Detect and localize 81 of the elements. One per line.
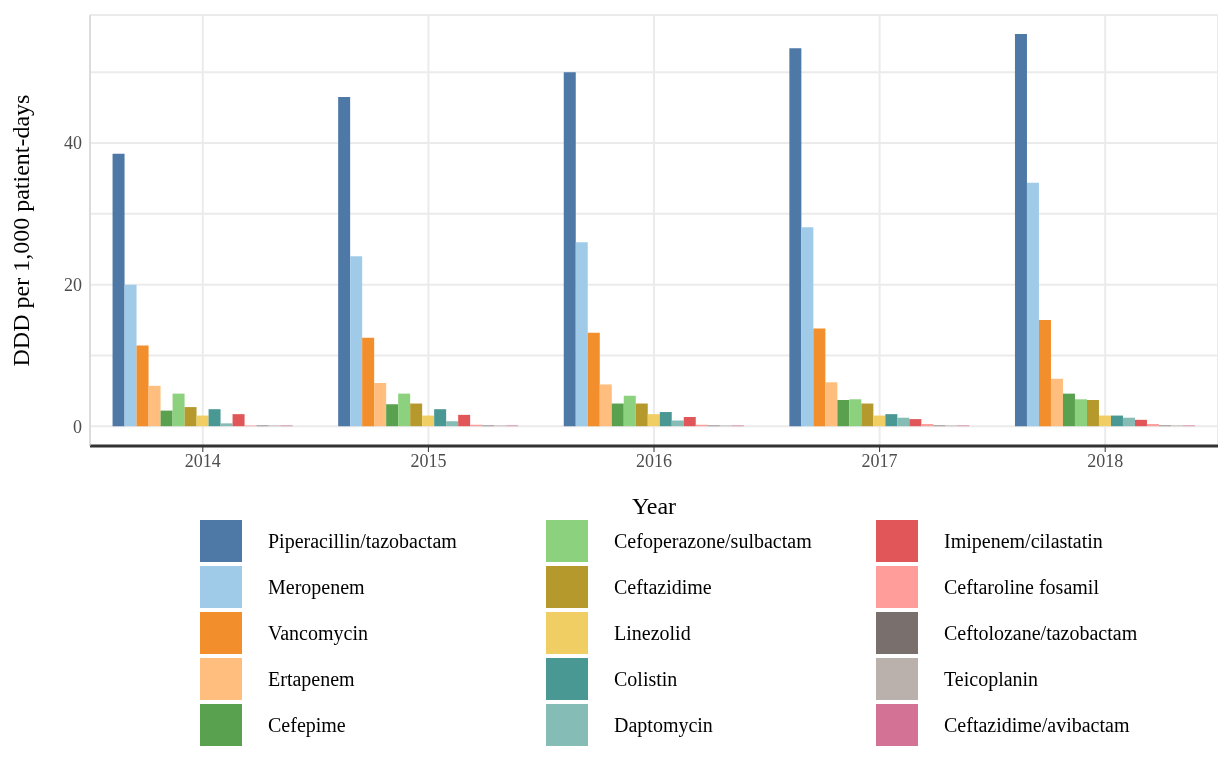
bar — [446, 421, 459, 427]
bar — [909, 419, 922, 427]
bar — [124, 284, 137, 427]
bar — [172, 393, 185, 427]
legend-label: Meropenem — [268, 575, 365, 599]
bar — [885, 414, 898, 427]
bar — [873, 415, 886, 427]
x-axis-title: Year — [631, 493, 677, 519]
bar — [1074, 399, 1087, 427]
bar — [623, 395, 636, 427]
x-tick-label: 2016 — [636, 450, 672, 471]
bar — [422, 415, 435, 427]
bar — [362, 337, 375, 427]
bar — [659, 412, 672, 427]
legend-label: Piperacillin/tazobactam — [268, 529, 457, 553]
bar — [398, 393, 411, 427]
bar — [184, 407, 197, 427]
legend-label: Ceftazidime/avibactam — [944, 713, 1130, 737]
legend-label: Linezolid — [614, 621, 691, 645]
bar — [220, 423, 233, 427]
bar — [921, 424, 934, 427]
bar — [587, 332, 600, 427]
legend-label: Ceftazidime — [614, 575, 712, 599]
bar — [897, 417, 910, 427]
bar — [683, 416, 696, 427]
bar — [232, 414, 245, 427]
bar — [350, 256, 363, 427]
legend-label: Imipenem/cilastatin — [944, 529, 1103, 553]
bar — [410, 403, 423, 427]
legend-label: Daptomycin — [614, 713, 713, 737]
x-tick-label: 2015 — [410, 450, 447, 471]
legend-label: Vancomycin — [268, 621, 368, 645]
x-tick-label: 2018 — [1087, 450, 1124, 471]
bar — [563, 72, 576, 427]
bar — [789, 48, 802, 427]
bar — [148, 385, 161, 427]
legend-label: Colistin — [614, 667, 678, 691]
bar — [599, 384, 612, 427]
bar — [849, 399, 862, 427]
y-axis-title: DDD per 1,000 patient-days — [7, 94, 34, 367]
bar — [575, 242, 588, 427]
legend-label: Ceftolozane/tazobactam — [944, 621, 1138, 645]
bar — [1014, 34, 1027, 427]
bar — [112, 153, 125, 427]
legend-label: Teicoplanin — [944, 667, 1039, 691]
y-tick-label: 40 — [64, 133, 82, 154]
bar — [801, 227, 814, 427]
bar — [458, 414, 471, 427]
bar — [1038, 320, 1051, 427]
legend-label: Cefepime — [268, 713, 346, 737]
bar — [196, 415, 209, 427]
bar — [1086, 400, 1099, 427]
bar — [208, 409, 221, 427]
bar — [1062, 393, 1075, 427]
bar — [1050, 378, 1063, 427]
bar — [434, 409, 447, 427]
bar — [136, 345, 149, 427]
bar — [1098, 415, 1111, 427]
bar — [1122, 417, 1135, 427]
bar — [861, 403, 874, 427]
bar — [386, 404, 399, 427]
bar — [1026, 182, 1039, 427]
bar — [1146, 424, 1159, 427]
bar — [1110, 415, 1123, 427]
y-tick-label: 20 — [64, 275, 82, 296]
legend-label: Ceftaroline fosamil — [944, 575, 1099, 599]
bar — [647, 414, 660, 427]
bar — [813, 328, 826, 427]
bar — [338, 97, 351, 427]
bar — [635, 403, 648, 427]
x-tick-label: 2017 — [861, 450, 898, 471]
bar — [374, 383, 387, 427]
y-tick-label: 0 — [73, 416, 82, 437]
bar — [160, 410, 173, 427]
legend-label: Ertapenem — [268, 667, 355, 691]
bar — [611, 403, 624, 427]
bar — [825, 382, 838, 427]
legend-label: Cefoperazone/sulbactam — [614, 529, 812, 553]
bar — [1134, 419, 1147, 427]
x-tick-label: 2014 — [184, 450, 221, 471]
bar — [837, 400, 850, 427]
